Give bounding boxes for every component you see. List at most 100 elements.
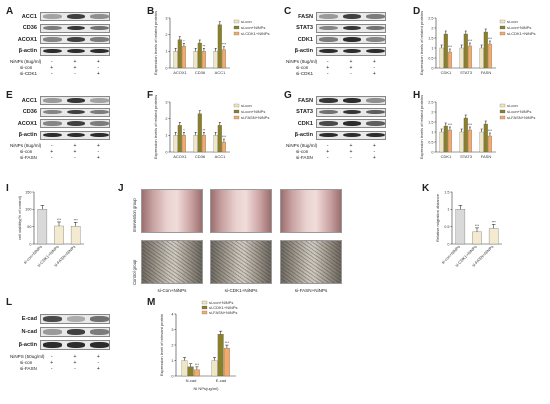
blot-band (319, 37, 338, 42)
condition-sign: - (373, 65, 376, 71)
blot-band (342, 109, 362, 115)
significance-mark: * (183, 128, 185, 132)
panel-letter-l: L (6, 297, 13, 308)
blot-row: FASN (286, 12, 386, 21)
wound-caption-sifasn: si-FASN+NiNPs (294, 288, 328, 293)
condition-sign: - (350, 71, 352, 77)
condition-sign: - (50, 155, 53, 161)
y-tick-label: 1 (165, 134, 167, 138)
bar (217, 125, 222, 153)
bar (221, 141, 226, 153)
intervention-group-label: Intervention group (132, 198, 137, 232)
condition-label: si-con (20, 65, 33, 70)
wound-caption-sicon: si-Con+NiNPs (157, 288, 187, 293)
category-label: E-cad (216, 378, 226, 383)
condition-label: si-FASN (296, 155, 313, 160)
category-label: CD36 (195, 154, 206, 159)
legend-swatch (499, 109, 506, 114)
blot-band (66, 121, 86, 126)
blot-band (66, 98, 86, 103)
condition-label: NiNPs (8ug/ml) (10, 59, 42, 64)
legend-swatch (233, 103, 240, 108)
legend-swatch (201, 310, 208, 315)
blot-band (43, 14, 62, 19)
blot-strip (40, 35, 110, 44)
bar (472, 231, 482, 245)
blot-band (43, 132, 62, 138)
bar (223, 347, 230, 377)
blot-row: ACC1 (10, 96, 110, 105)
y-tick-label: 150 (25, 190, 31, 194)
condition-sign: - (97, 360, 100, 366)
condition-sign: + (73, 65, 77, 71)
condition-sign: + (349, 143, 353, 149)
blot-row: CD36 (10, 107, 110, 117)
bar (213, 135, 218, 153)
blot-band (66, 37, 86, 42)
protein-label: β-actin (18, 342, 37, 348)
legend-label: si-con+NiNPs (241, 109, 265, 114)
bar (455, 209, 466, 245)
significance-mark: ** (203, 44, 206, 48)
blot-row: β-actin (10, 130, 110, 140)
condition-label: si-con (296, 65, 309, 70)
legend-label: si-con (241, 103, 252, 108)
panel-letter-m: M (147, 297, 156, 308)
condition-sign: + (50, 149, 54, 155)
blot-band (43, 316, 62, 322)
protein-label: STAT3 (296, 25, 313, 31)
blot-band (319, 132, 338, 138)
bar (447, 129, 452, 153)
y-axis-label: Expression levels of related proteins (153, 11, 158, 75)
protein-label: FASN (298, 97, 313, 104)
y-tick-label: 1.5 (428, 120, 433, 124)
condition-sign: - (50, 143, 53, 149)
y-tick-label: 2 (431, 110, 433, 114)
condition-label: si-con (20, 149, 33, 154)
bar (70, 226, 81, 245)
blot-band (90, 329, 109, 335)
panel-letter-d: D (413, 6, 421, 17)
condition-label: NiNPs (8ug/ml) (286, 59, 318, 64)
legend-label: si-con+NiNPs (507, 109, 531, 114)
category-label: ACC1 (215, 154, 226, 159)
blot-band (342, 14, 362, 19)
blot-band (319, 48, 338, 54)
blot-row: ACOX1 (10, 35, 110, 44)
condition-sign: - (50, 366, 53, 372)
blot-strip (40, 119, 110, 128)
blot-band (366, 109, 385, 115)
significance-mark: *** (468, 39, 473, 43)
condition-sign: + (73, 59, 77, 65)
control-group-label: Control group (132, 259, 137, 285)
significance-mark: *** (448, 45, 453, 49)
bar (217, 24, 222, 69)
legend-label: si-CDK1+NiNPs (241, 31, 270, 36)
bar (173, 51, 178, 69)
blot-band (90, 121, 109, 126)
bar (177, 39, 182, 69)
blot-band (90, 132, 109, 138)
significance-mark: *** (488, 37, 493, 41)
category-label: ACOX1 (173, 70, 187, 75)
significance-mark: *** (488, 129, 493, 133)
condition-label: si-con (296, 149, 309, 154)
condition-sign: + (372, 143, 376, 149)
protein-label: β-actin (18, 132, 37, 138)
legend-swatch (233, 109, 240, 114)
legend-label: si-con (241, 19, 252, 24)
wound-image-sicdk1-control (210, 240, 272, 284)
wound-image-sifasn-control (280, 240, 342, 284)
legend-swatch (233, 31, 240, 36)
y-axis-label: Expression levels of related proteins (419, 95, 424, 159)
category-label: CDK1 (441, 70, 452, 75)
y-tick-label: 0.5 (428, 140, 433, 144)
blot-strip (40, 12, 110, 21)
blot-band (43, 98, 62, 103)
condition-label: si-con (20, 360, 33, 365)
blot-strip (316, 46, 386, 56)
blot-strip (316, 107, 386, 117)
category-label: CD36 (195, 70, 206, 75)
